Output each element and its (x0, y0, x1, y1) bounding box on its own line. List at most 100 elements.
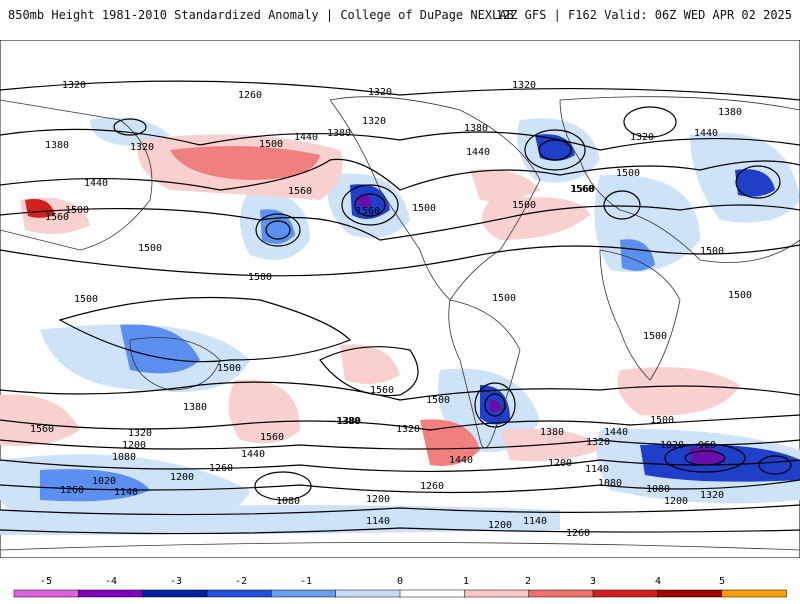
contour-label: 1560 (571, 184, 595, 195)
colorbar-swatch (206, 589, 273, 598)
contour-label: 1020 (92, 476, 116, 487)
contour-label: 1560 (370, 385, 394, 396)
contour-labels: 1320 1260 1320 1320 1380 1320 1440 1380 … (30, 80, 752, 539)
colorbar-swatch (335, 589, 401, 598)
contour-label: 1560 (45, 212, 69, 223)
colorbar-tick: 4 (655, 576, 661, 587)
run-info: 12Z GFS | F162 Valid: 06Z WED APR 02 202… (495, 8, 792, 22)
contour-label: 1380 (183, 402, 207, 413)
contour-label: 1380 (327, 128, 351, 139)
colorbar-tick: 5 (719, 576, 725, 587)
contour-label: 1020 (660, 440, 684, 451)
header: 850mb Height 1981-2010 Standardized Anom… (0, 0, 800, 30)
contour-line (0, 244, 800, 277)
pos-anomaly-area (482, 197, 590, 240)
contour-label: 1500 (426, 395, 450, 406)
low-center-contour (758, 455, 792, 475)
contour-label: 1320 (128, 428, 152, 439)
colorbar-tick: -1 (300, 576, 312, 587)
contour-label: 1200 (366, 494, 390, 505)
contour-label: 1500 (259, 139, 283, 150)
contour-label: 1080 (112, 452, 136, 463)
colorbar-tick: 2 (525, 576, 531, 587)
contour-label: 1200 (122, 440, 146, 451)
contour-label: 1140 (585, 464, 609, 475)
contour-line (0, 80, 800, 101)
colorbar-swatch (142, 589, 208, 598)
low-center-contour (538, 139, 572, 161)
north-america-outline (329, 96, 541, 301)
colorbar-svg: -5 -4 -3 -2 -1 0 1 2 3 4 5 (13, 576, 787, 598)
contour-label: 1320 (368, 87, 392, 98)
colorbar-tick: -2 (235, 576, 247, 587)
contour-label: 960 (698, 440, 716, 451)
contour-label: 1200 (170, 472, 194, 483)
eurasia-west-outline (0, 99, 153, 251)
colorbar-swatch (721, 589, 787, 598)
low-center-contour (341, 184, 399, 226)
low-center-contour (254, 471, 312, 501)
colorbar-tick: 3 (590, 576, 596, 587)
contour-label: 1260 (238, 90, 262, 101)
contour-label: 1380 (540, 427, 564, 438)
contour-label: 1260 (60, 485, 84, 496)
contour-label: 1140 (523, 516, 547, 527)
colorbar-tick: -3 (170, 576, 182, 587)
height-contours (0, 80, 800, 535)
colorbar-tick: 1 (463, 576, 469, 587)
contour-label: 1320 (630, 132, 654, 143)
contour-label: 1260 (566, 528, 590, 539)
pos-anomaly-area (0, 394, 80, 446)
contour-label: 1320 (362, 116, 386, 127)
colorbar-swatch (78, 589, 144, 598)
contour-label: 1140 (366, 516, 390, 527)
contour-line (0, 439, 800, 450)
contour-label: 1500 (700, 246, 724, 257)
weather-map[interactable]: 1320 1260 1320 1320 1380 1320 1440 1380 … (0, 40, 800, 558)
contour-label: 1560 (288, 186, 312, 197)
pos-anomaly-area (25, 199, 55, 218)
contour-label: 1440 (241, 449, 265, 460)
contour-label: 1200 (664, 496, 688, 507)
coastlines (0, 96, 800, 551)
neg-anomaly-core (120, 324, 200, 374)
eurasia-outline (559, 96, 800, 263)
low-center-contour (684, 450, 726, 466)
contour-label: 1140 (114, 487, 138, 498)
pos-anomaly-area (617, 367, 740, 416)
neg-anomaly-core (735, 169, 775, 197)
contour-label: 1380 (718, 107, 742, 118)
contour-label: 1320 (512, 80, 536, 91)
anomaly-shading (0, 117, 800, 535)
low-center-contour (255, 213, 301, 247)
contour-label: 1500 (650, 415, 674, 426)
neg-anomaly-core (620, 239, 655, 271)
contour-label: 1500 (616, 168, 640, 179)
contour-line (0, 158, 800, 191)
colorbar-swatch (271, 589, 337, 598)
contour-label: 1380 (337, 416, 361, 427)
contour-line (0, 479, 800, 494)
contour-label: 1200 (488, 520, 512, 531)
low-center-contour (735, 165, 781, 199)
colorbar-swatch (657, 589, 723, 598)
contour-label: 1200 (548, 458, 572, 469)
contour-label: 1080 (598, 478, 622, 489)
low-center-contour (484, 393, 506, 417)
contour-label: 1320 (62, 80, 86, 91)
contour-label: 1320 (396, 424, 420, 435)
contour-label: 1500 (217, 363, 241, 374)
pos-anomaly-area (170, 146, 320, 180)
low-center-contour (354, 193, 386, 217)
contour-label: 1440 (604, 427, 628, 438)
contour-label: 1500 (643, 331, 667, 342)
contour-label: 1560 (356, 206, 380, 217)
africa-outline (599, 249, 681, 381)
contour-label: 1320 (700, 490, 724, 501)
colorbar-tick: 0 (397, 576, 403, 587)
low-center-contour (113, 118, 147, 136)
contour-label: 1500 (512, 200, 536, 211)
pos-anomaly-area (340, 344, 400, 384)
contour-label: 1380 (45, 140, 69, 151)
pos-anomaly-area (420, 419, 480, 466)
